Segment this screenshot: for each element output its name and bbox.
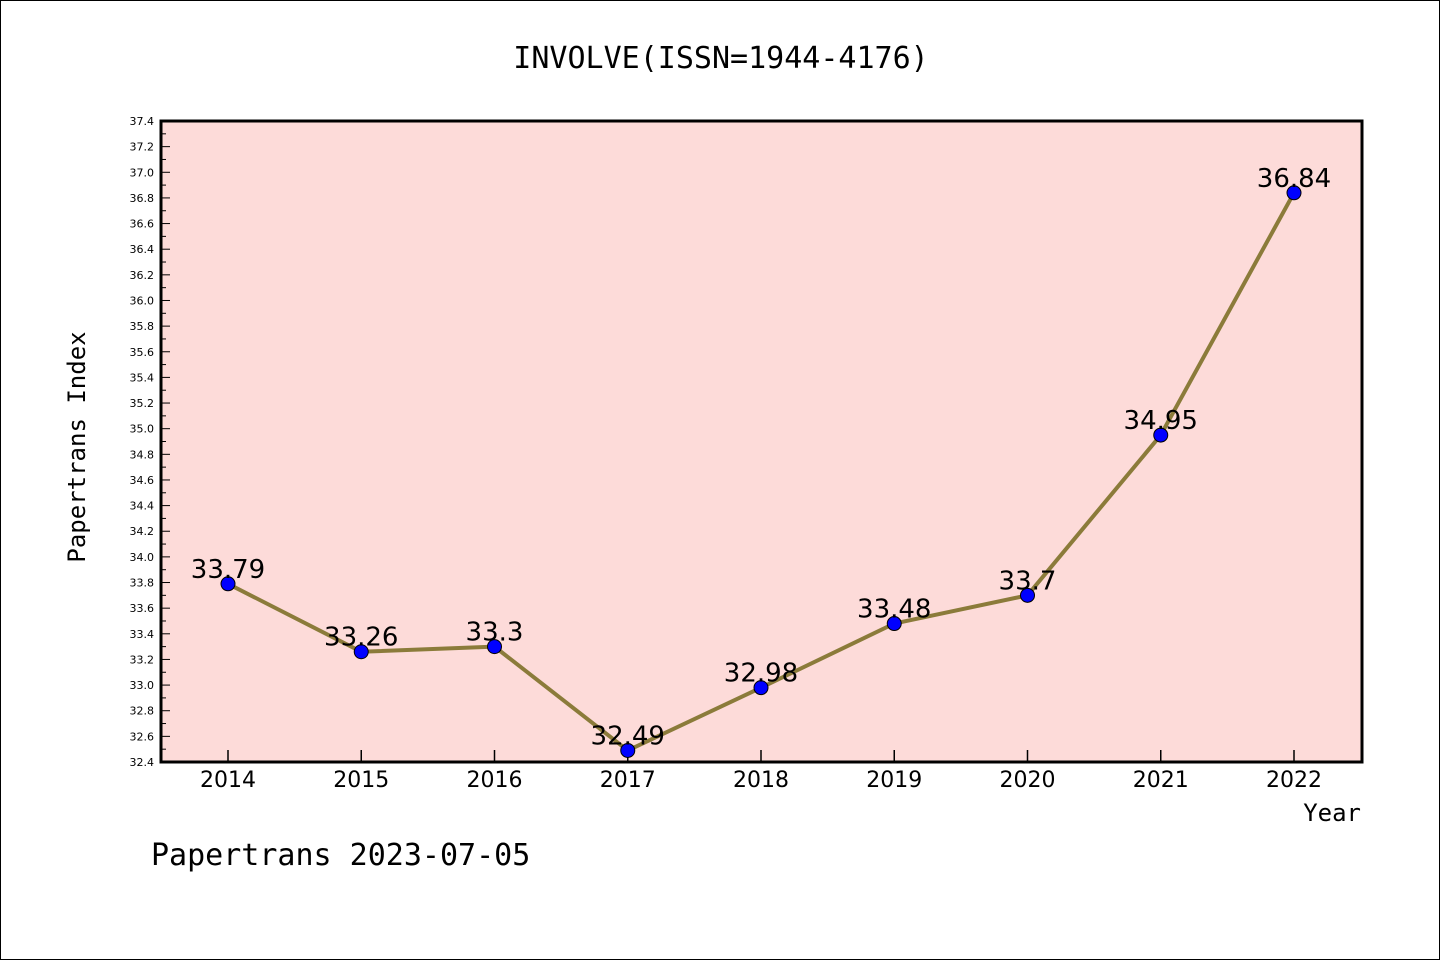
chart-title: INVOLVE(ISSN=1944-4176) [513,41,928,76]
y-tick-label: 32.8 [130,705,155,718]
data-label: 36.84 [1257,164,1331,194]
y-tick-label: 35.4 [130,371,155,384]
data-label: 32.98 [724,659,798,689]
data-label: 33.7 [999,566,1057,596]
x-axis: 2014 2015 2016 2017 2018 2019 2020 2021 2022 [200,750,1322,793]
y-tick-label: 34.0 [130,551,155,564]
x-tick-label: 2020 [1000,768,1056,793]
data-point [620,742,636,758]
y-tick-label: 37.2 [130,141,155,154]
y-tick-label: 37.0 [130,166,155,179]
y-tick-label: 35.8 [130,320,155,333]
y-tick-label: 36.8 [130,192,155,205]
y-tick-label: 35.6 [130,346,155,359]
y-tick-label: 34.2 [130,525,155,538]
data-markers [220,185,1302,758]
y-tick-label: 36.2 [130,269,155,282]
y-tick-label: 33.0 [130,679,155,692]
data-point [886,616,902,632]
y-tick-label: 33.6 [130,602,155,615]
data-point [1020,587,1035,603]
y-tick-label: 33.8 [130,577,155,590]
y-tick-label: 37.4 [130,115,155,128]
x-tick-label: 2015 [333,768,389,793]
y-tick-label: 36.4 [130,243,155,256]
y-tick-label: 35.2 [130,397,155,410]
data-point [1153,427,1169,443]
x-tick-label: 2016 [467,768,523,793]
y-tick-label: 33.4 [130,628,155,641]
y-axis-label: Papertrans Index [63,331,91,562]
y-tick-label: 34.8 [130,448,155,461]
x-tick-label: 2014 [200,768,256,793]
data-point [487,639,502,655]
data-label: 33.26 [324,623,398,653]
x-tick-label: 2017 [600,768,656,793]
y-tick-label: 33.2 [130,653,155,666]
y-tick-label: 32.6 [130,730,155,743]
y-tick-label: 34.6 [130,474,155,487]
data-label: 32.49 [591,721,665,751]
y-tick-label: 35.0 [130,423,155,436]
data-point [220,576,236,592]
x-tick-label: 2022 [1266,768,1322,793]
data-label: 33.3 [466,618,524,648]
data-point [1286,185,1302,201]
data-label: 33.48 [857,595,931,625]
data-labels: 33.79 33.26 33.3 32.49 32.98 33.48 33.7 34.95 36… [191,164,1331,752]
x-tick-label: 2018 [733,768,789,793]
data-label: 33.79 [191,555,265,585]
x-tick-label: 2019 [866,768,922,793]
data-point [353,644,369,660]
y-tick-label: 36.6 [130,218,155,231]
data-label: 34.95 [1124,406,1198,436]
x-tick-label: 2021 [1133,768,1189,793]
x-axis-label: Year [1303,799,1361,827]
y-tick-label: 34.4 [130,500,155,513]
y-axis: 32.4 32.6 32.8 33.0 33.2 33.4 33.6 33.8 34.0 34.2… [130,115,170,769]
y-tick-label: 36.0 [130,294,155,307]
footer-note: Papertrans 2023-07-05 [151,838,530,873]
y-tick-label: 32.4 [130,756,155,769]
data-point [753,680,769,696]
